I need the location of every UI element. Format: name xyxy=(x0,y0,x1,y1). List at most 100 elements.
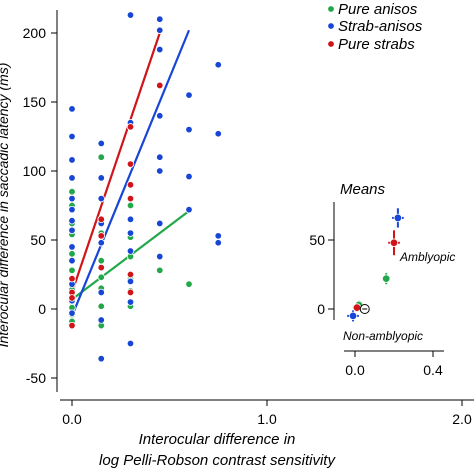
point-strab-anisos xyxy=(214,61,222,69)
inset-chart: Means 0 50 0.0 0.4 Amblyopic Non-amblyopic xyxy=(309,181,455,378)
fit-line-strab-anisos xyxy=(70,29,191,317)
point-strab-anisos xyxy=(185,91,193,99)
point-strab-anisos xyxy=(68,243,76,251)
inset-mean-strab-anisos xyxy=(348,311,358,321)
point-strab-anisos xyxy=(214,232,222,240)
point-strab-anisos xyxy=(156,112,164,120)
point-strab-anisos xyxy=(68,156,76,164)
legend-label-pure-anisos: Pure anisos xyxy=(338,1,418,18)
point-pure-strabs xyxy=(97,263,105,272)
point-strab-anisos xyxy=(156,45,164,54)
point-strab-anisos xyxy=(68,105,76,113)
point-strab-anisos xyxy=(68,309,76,317)
point-pure-strabs xyxy=(97,232,105,240)
point-strab-anisos xyxy=(68,132,76,141)
legend-label-strab-anisos: Strab-anisos xyxy=(338,18,423,35)
inset-y-tick-label: 0 xyxy=(317,301,325,317)
inset-x-tick-label: 0.0 xyxy=(345,362,365,378)
point-pure-anisos xyxy=(156,266,164,275)
point-pure-anisos xyxy=(185,280,193,288)
point-strab-anisos xyxy=(126,11,135,19)
main-y-tick-label: 100 xyxy=(23,163,47,179)
main-y-tick-label: 0 xyxy=(38,301,46,317)
inset-mean-pure-anisos xyxy=(382,274,391,283)
point-strab-anisos xyxy=(214,239,222,247)
legend-marker-strab-anisos xyxy=(327,22,335,30)
point-strab-anisos xyxy=(126,298,135,306)
main-y-tick-label: 50 xyxy=(30,232,46,248)
inset-x-ticks: 0.0 0.4 xyxy=(345,351,443,378)
point-strab-anisos xyxy=(68,226,76,235)
main-x-axis-label-line2: log Pelli-Robson contrast sensitivity xyxy=(99,452,336,469)
point-strab-anisos xyxy=(97,139,105,148)
point-strab-anisos xyxy=(97,174,105,182)
main-y-ticks: -50 0 50 100 150 200 xyxy=(23,25,57,386)
legend-marker-pure-strabs xyxy=(327,40,335,48)
point-strab-anisos xyxy=(97,316,105,324)
point-pure-strabs xyxy=(126,181,135,189)
point-strab-anisos xyxy=(97,354,105,363)
point-strab-anisos xyxy=(156,219,164,228)
inset-y-ticks: 0 50 xyxy=(309,232,334,317)
point-strab-anisos xyxy=(156,167,164,175)
point-strab-anisos xyxy=(214,130,222,138)
point-strab-anisos xyxy=(68,257,76,265)
point-pure-anisos xyxy=(126,201,135,210)
point-strab-anisos xyxy=(156,153,164,161)
main-x-ticks: 0.0 1.0 2.0 xyxy=(62,400,472,427)
point-strab-anisos xyxy=(126,247,135,255)
main-axes: -50 0 50 100 150 200 0.0 1.0 2.0 xyxy=(23,10,474,427)
fit-line-pure-strabs xyxy=(70,32,161,293)
main-y-tick-label: 200 xyxy=(23,25,47,41)
point-strab-anisos xyxy=(68,174,76,182)
point-strab-anisos xyxy=(68,194,76,203)
point-pure-strabs xyxy=(68,294,76,302)
legend-marker-pure-anisos xyxy=(327,5,335,13)
main-x-tick-label: 0.0 xyxy=(62,411,82,427)
point-pure-strabs xyxy=(156,81,164,90)
point-pure-anisos xyxy=(97,302,105,310)
point-pure-strabs xyxy=(126,160,135,168)
point-strab-anisos xyxy=(126,229,135,237)
inset-points xyxy=(347,208,404,322)
point-pure-strabs xyxy=(68,274,76,283)
main-points xyxy=(68,11,222,363)
inset-annotation-amblyopic: Amblyopic xyxy=(399,250,455,264)
point-strab-anisos xyxy=(185,125,193,134)
point-pure-anisos xyxy=(68,250,76,258)
inset-title: Means xyxy=(340,181,386,198)
point-strab-anisos xyxy=(126,277,135,286)
main-y-tick-label: -50 xyxy=(26,370,46,386)
point-pure-anisos xyxy=(97,257,105,265)
point-strab-anisos xyxy=(126,215,135,223)
main-y-axis-label: Interocular difference in saccadic laten… xyxy=(0,63,11,348)
point-strab-anisos xyxy=(126,339,135,348)
point-pure-strabs xyxy=(126,123,135,131)
point-pure-anisos xyxy=(97,153,105,161)
point-strab-anisos xyxy=(97,288,105,297)
point-strab-anisos xyxy=(97,194,105,203)
point-pure-anisos xyxy=(68,187,76,196)
point-pure-strabs xyxy=(126,288,135,297)
inset-annotation-non-amblyopic: Non-amblyopic xyxy=(343,329,423,343)
point-pure-strabs xyxy=(97,215,105,223)
legend-label-pure-strabs: Pure strabs xyxy=(338,36,415,53)
point-pure-strabs xyxy=(126,270,135,279)
inset-x-tick-label: 0.4 xyxy=(423,362,443,378)
inset-mean-strab-anisos xyxy=(393,213,403,223)
point-strab-anisos xyxy=(156,26,164,34)
point-strab-anisos xyxy=(68,205,76,214)
point-strab-anisos xyxy=(185,205,193,214)
point-pure-anisos xyxy=(97,273,105,281)
point-strab-anisos xyxy=(185,172,193,181)
point-strab-anisos xyxy=(68,216,76,225)
point-strab-anisos xyxy=(156,252,164,261)
inset-mean-pure-strabs xyxy=(352,303,362,312)
main-x-tick-label: 2.0 xyxy=(452,411,472,427)
inset-y-tick-label: 50 xyxy=(309,232,325,248)
point-pure-anisos xyxy=(68,266,76,275)
main-x-axis-label-line1: Interocular difference in xyxy=(139,431,296,448)
point-strab-anisos xyxy=(156,15,164,23)
inset-reference-marker xyxy=(359,304,370,314)
